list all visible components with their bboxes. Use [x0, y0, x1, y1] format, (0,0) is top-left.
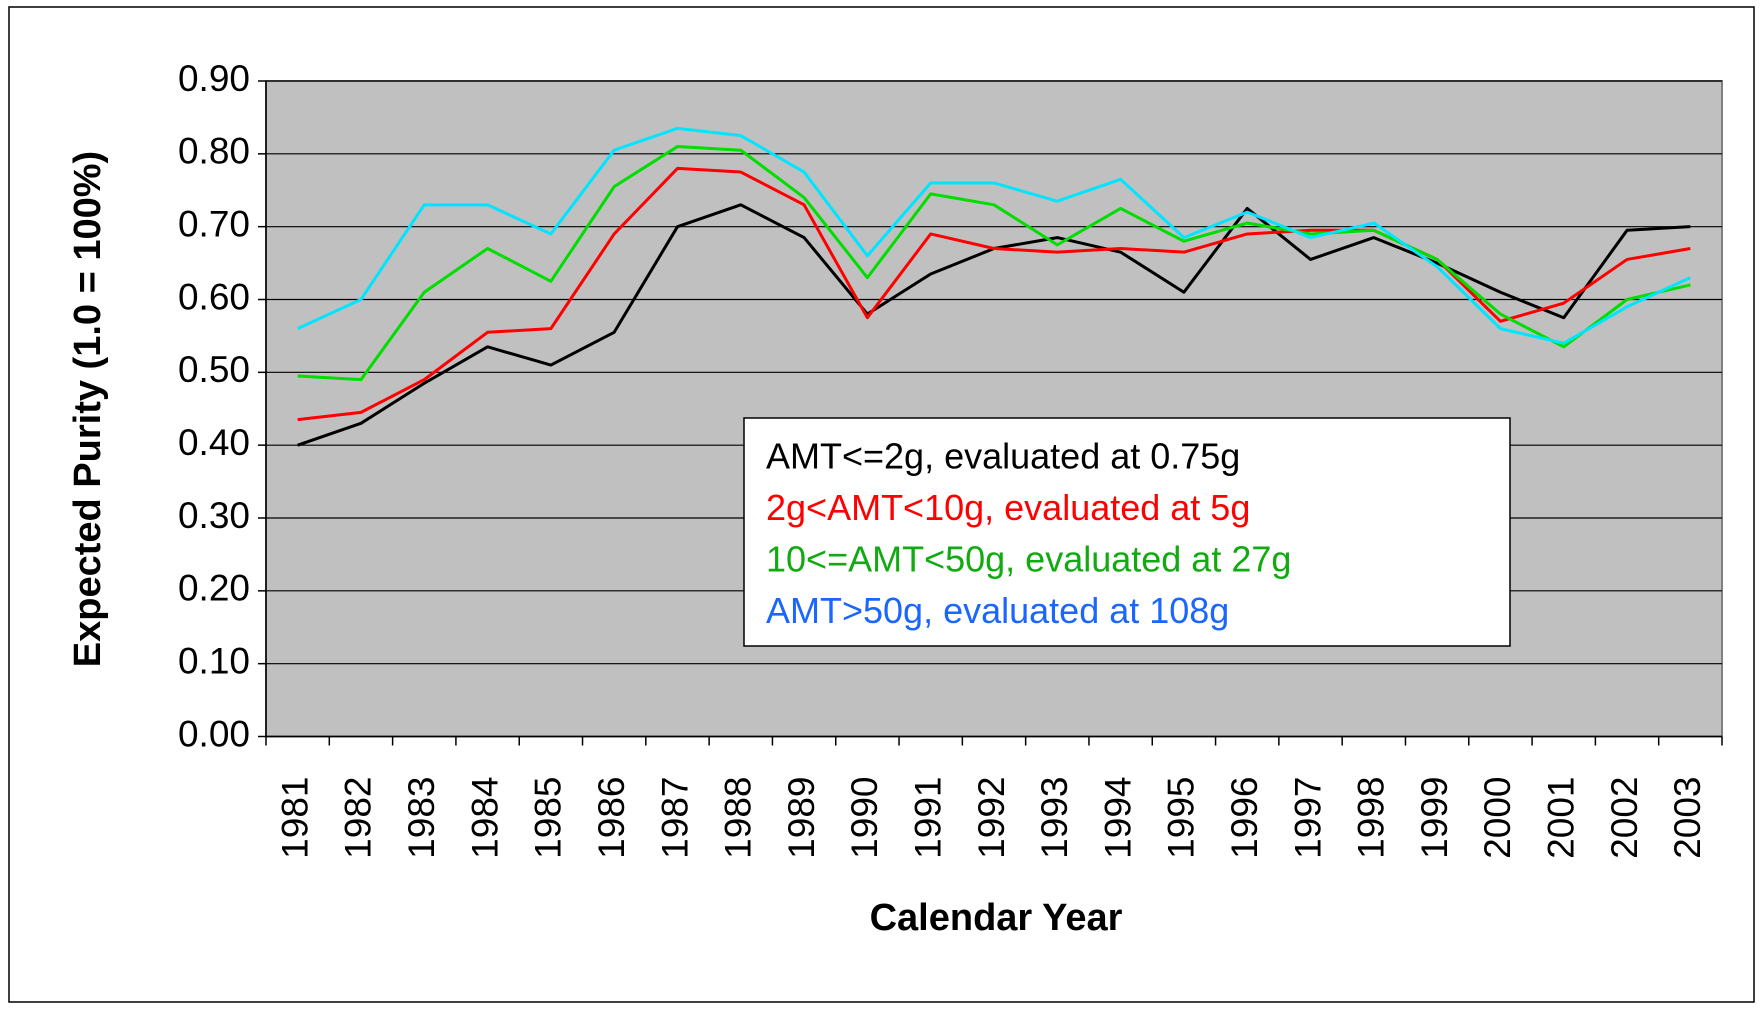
x-tick-label: 1985 — [528, 777, 569, 859]
x-tick-label: 1982 — [338, 777, 379, 859]
legend-label: AMT<=2g, evaluated at 0.75g — [766, 436, 1240, 477]
x-tick-label: 2002 — [1604, 777, 1645, 859]
x-tick-label: 1990 — [844, 777, 885, 859]
x-tick-label: 2001 — [1541, 777, 1582, 859]
legend-label: 10<=AMT<50g, evaluated at 27g — [766, 539, 1291, 580]
legend-label: AMT>50g, evaluated at 108g — [766, 590, 1229, 631]
series-line — [297, 126, 1691, 345]
x-tick-label: 1991 — [907, 777, 948, 859]
x-tick-label: 1994 — [1097, 777, 1138, 859]
x-tick-label: 2000 — [1477, 777, 1518, 859]
series-line — [297, 145, 1691, 382]
series-line — [297, 166, 1691, 422]
x-tick-label: 1981 — [274, 777, 315, 859]
y-tick-label: 0.50 — [178, 349, 250, 390]
x-tick-label: 1984 — [464, 777, 505, 859]
y-tick-label: 0.00 — [178, 713, 250, 754]
y-tick-label: 0.10 — [178, 640, 250, 681]
x-tick-label: 1997 — [1287, 777, 1328, 859]
y-tick-label: 0.30 — [178, 495, 250, 536]
legend: AMT<=2g, evaluated at 0.75g 2g<AMT<10g, e… — [743, 417, 1511, 647]
x-tick-label: 2003 — [1667, 777, 1708, 859]
x-tick-label: 1987 — [654, 777, 695, 859]
x-tick-label: 1993 — [1034, 777, 1075, 859]
x-tick-label: 1983 — [401, 777, 442, 859]
legend-label: 2g<AMT<10g, evaluated at 5g — [766, 487, 1250, 528]
x-axis-title: Calendar Year — [870, 897, 1123, 939]
y-tick-label: 0.60 — [178, 276, 250, 317]
x-tick-label: 1989 — [781, 777, 822, 859]
y-tick-label: 0.70 — [178, 203, 250, 244]
x-tick-label: 1998 — [1351, 777, 1392, 859]
x-tick-label: 1992 — [971, 777, 1012, 859]
x-tick-label: 1996 — [1224, 777, 1265, 859]
x-tick-label: 1986 — [591, 777, 632, 859]
legend-box — [743, 417, 1511, 647]
x-tick-label: 1988 — [718, 777, 759, 859]
y-tick-label: 0.20 — [178, 568, 250, 609]
y-tick-label: 0.40 — [178, 422, 250, 463]
x-tick-label: 1995 — [1161, 777, 1202, 859]
lines — [297, 126, 1691, 447]
y-tick-label: 0.80 — [178, 131, 250, 172]
x-tick-label: 1999 — [1414, 777, 1455, 859]
y-tick-label: 0.90 — [178, 58, 250, 99]
y-axis-title: Expected Purity (1.0 = 100%) — [67, 151, 109, 667]
